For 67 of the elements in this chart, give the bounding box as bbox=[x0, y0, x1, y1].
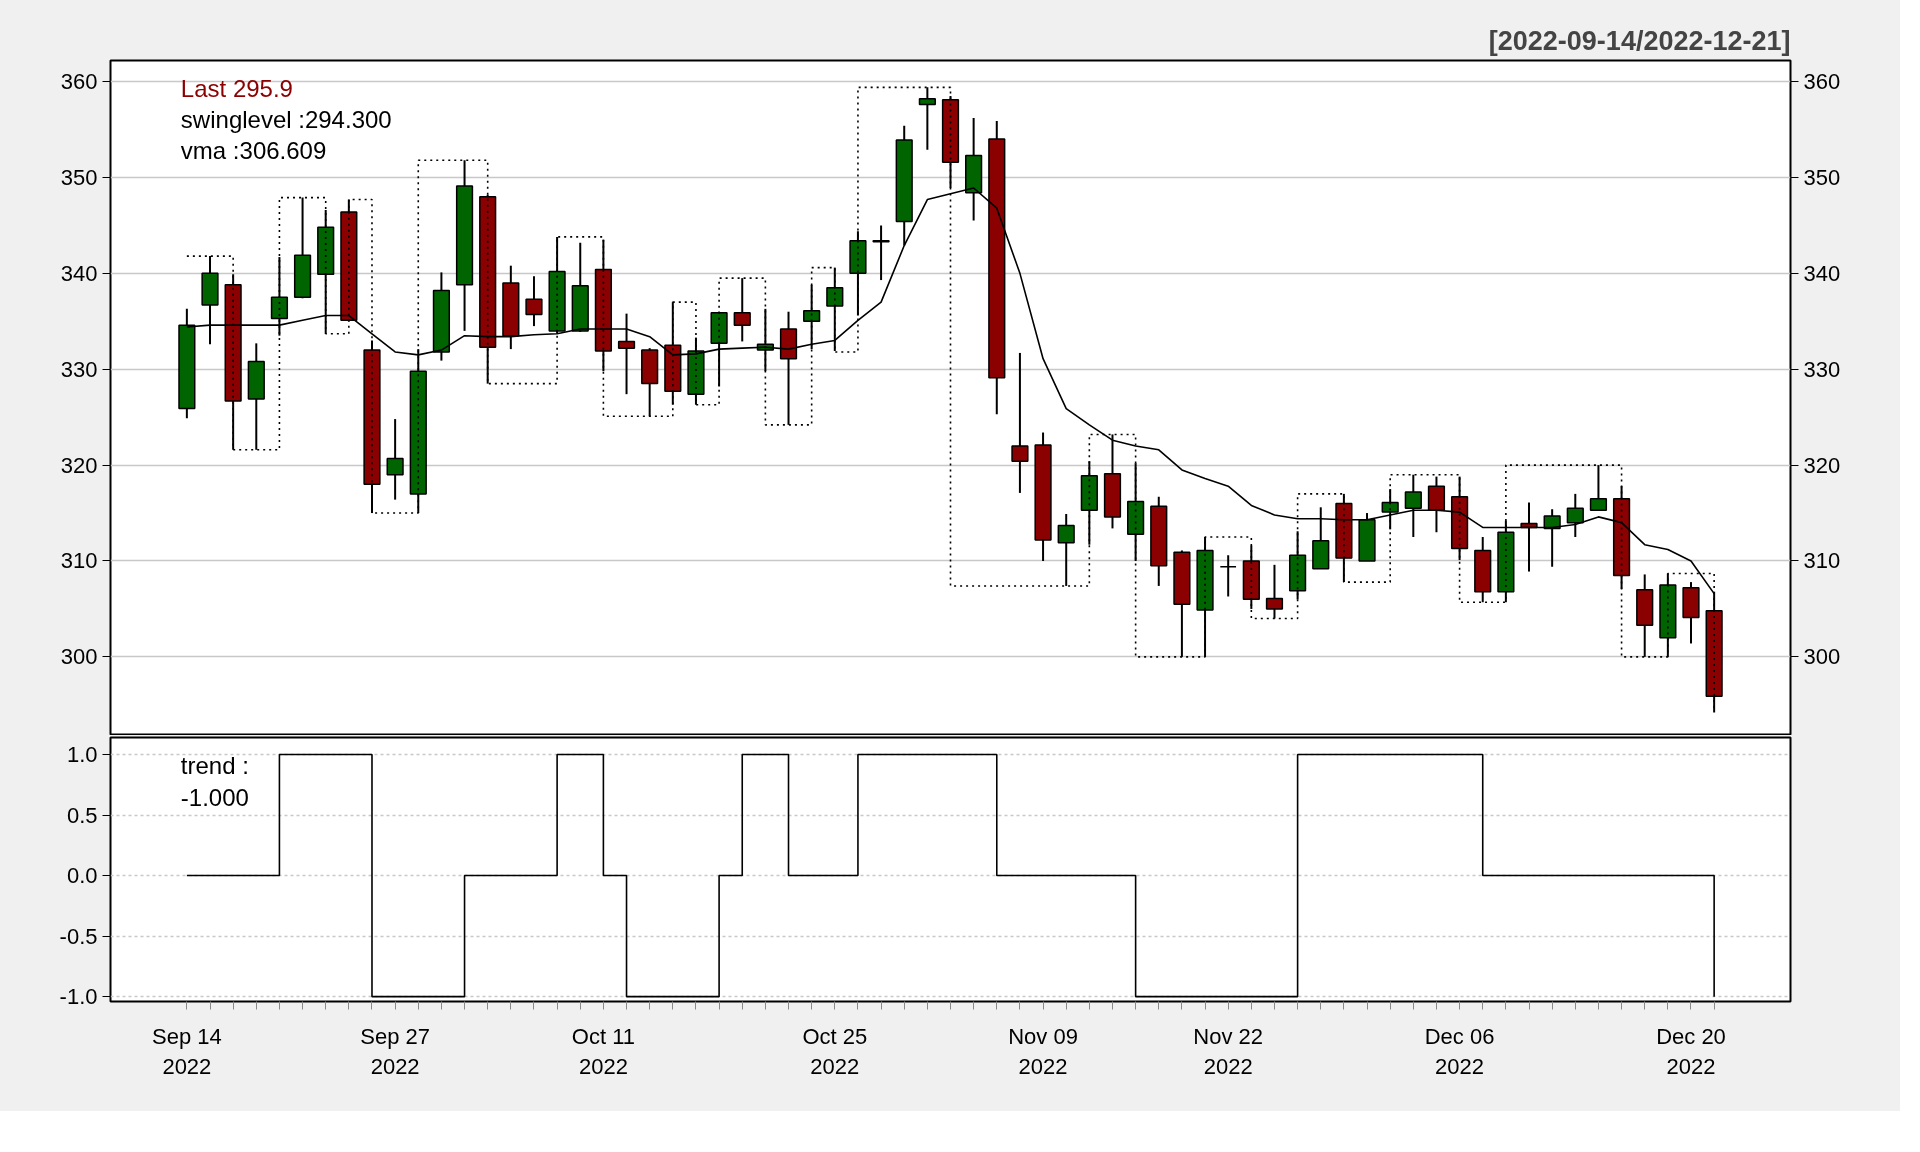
candlestick bbox=[803, 283, 821, 351]
x-tick-label: Dec 06 2022 bbox=[1424, 1023, 1495, 1079]
candlestick bbox=[1589, 464, 1608, 512]
candlestick bbox=[1543, 508, 1561, 568]
y-tick-label: -0.5 bbox=[59, 923, 98, 949]
candlestick bbox=[525, 275, 543, 328]
y2-tick-label: 310 bbox=[1803, 548, 1841, 574]
x-tick-label: Oct 25 2022 bbox=[802, 1023, 868, 1079]
y-tick-label: 0.0 bbox=[66, 863, 98, 889]
candlestick bbox=[1196, 536, 1214, 658]
y2-tick-label: 330 bbox=[1803, 356, 1841, 382]
candlestick bbox=[1404, 473, 1422, 539]
y2-tick-label: 350 bbox=[1803, 164, 1841, 190]
x-tick-label: Nov 22 2022 bbox=[1193, 1023, 1264, 1079]
y2-tick-label: 360 bbox=[1803, 69, 1841, 95]
candlestick bbox=[386, 418, 404, 501]
candlestick bbox=[1381, 488, 1399, 531]
candlestick bbox=[1011, 351, 1029, 494]
candlestick bbox=[479, 193, 497, 385]
candlestick bbox=[270, 256, 289, 337]
y-tick-label: 360 bbox=[60, 69, 98, 95]
y-tick-label: 0.5 bbox=[66, 802, 98, 828]
candlestick bbox=[1427, 475, 1446, 534]
candlestick bbox=[1265, 563, 1284, 620]
y-tick-label: 330 bbox=[60, 356, 98, 382]
candlestick bbox=[1219, 554, 1237, 598]
x-tick-label: Nov 09 2022 bbox=[1008, 1023, 1078, 1079]
x-tick-label: Sep 27 2022 bbox=[360, 1023, 430, 1079]
chart-subtitle: [2022-09-14/2022-12-21] bbox=[1488, 25, 1791, 56]
x-tick-label: Oct 11 2022 bbox=[571, 1023, 635, 1079]
annotation: vma :306.609 bbox=[180, 136, 327, 164]
x-tick-label: Dec 20 2022 bbox=[1656, 1023, 1726, 1079]
candlestick bbox=[941, 94, 960, 190]
y-tick-label: 300 bbox=[60, 644, 98, 670]
y2-tick-label: 320 bbox=[1803, 452, 1841, 478]
y-tick-label: -1.0 bbox=[59, 984, 98, 1010]
y-tick-label: 310 bbox=[60, 548, 98, 574]
candlestick bbox=[224, 273, 242, 451]
candlestick bbox=[1080, 460, 1098, 546]
y2-tick-label: 300 bbox=[1803, 644, 1841, 670]
candlestick bbox=[733, 277, 751, 343]
candlestick bbox=[687, 336, 705, 406]
y2-tick-label: 340 bbox=[1803, 260, 1841, 286]
candlestick bbox=[363, 339, 381, 515]
x-tick-label: Sep 14 2022 bbox=[152, 1023, 222, 1079]
candlestick bbox=[1659, 572, 1677, 658]
candlestick bbox=[409, 348, 427, 515]
y-tick-label: 1.0 bbox=[66, 741, 98, 767]
candlestick bbox=[849, 230, 867, 317]
candlestick bbox=[617, 312, 636, 396]
candlestick bbox=[594, 238, 613, 373]
y-tick-label: 320 bbox=[60, 452, 98, 478]
y-tick-label: 350 bbox=[60, 164, 98, 190]
candlestick bbox=[1057, 513, 1075, 587]
candlestick bbox=[1566, 492, 1584, 539]
candlestick bbox=[1288, 530, 1307, 601]
candlestick bbox=[1127, 462, 1145, 562]
candlestick bbox=[548, 235, 566, 335]
candlestick bbox=[1612, 485, 1631, 590]
annotation: swinglevel :294.300 bbox=[180, 105, 392, 133]
candlestick bbox=[664, 301, 682, 406]
candlestick bbox=[1450, 475, 1469, 562]
annotation: Last 295.9 bbox=[180, 74, 293, 102]
annotation: trend : -1.000 bbox=[180, 751, 249, 811]
y-tick-label: 340 bbox=[60, 260, 98, 286]
candlestick bbox=[317, 209, 335, 335]
candlestick bbox=[1242, 544, 1260, 610]
